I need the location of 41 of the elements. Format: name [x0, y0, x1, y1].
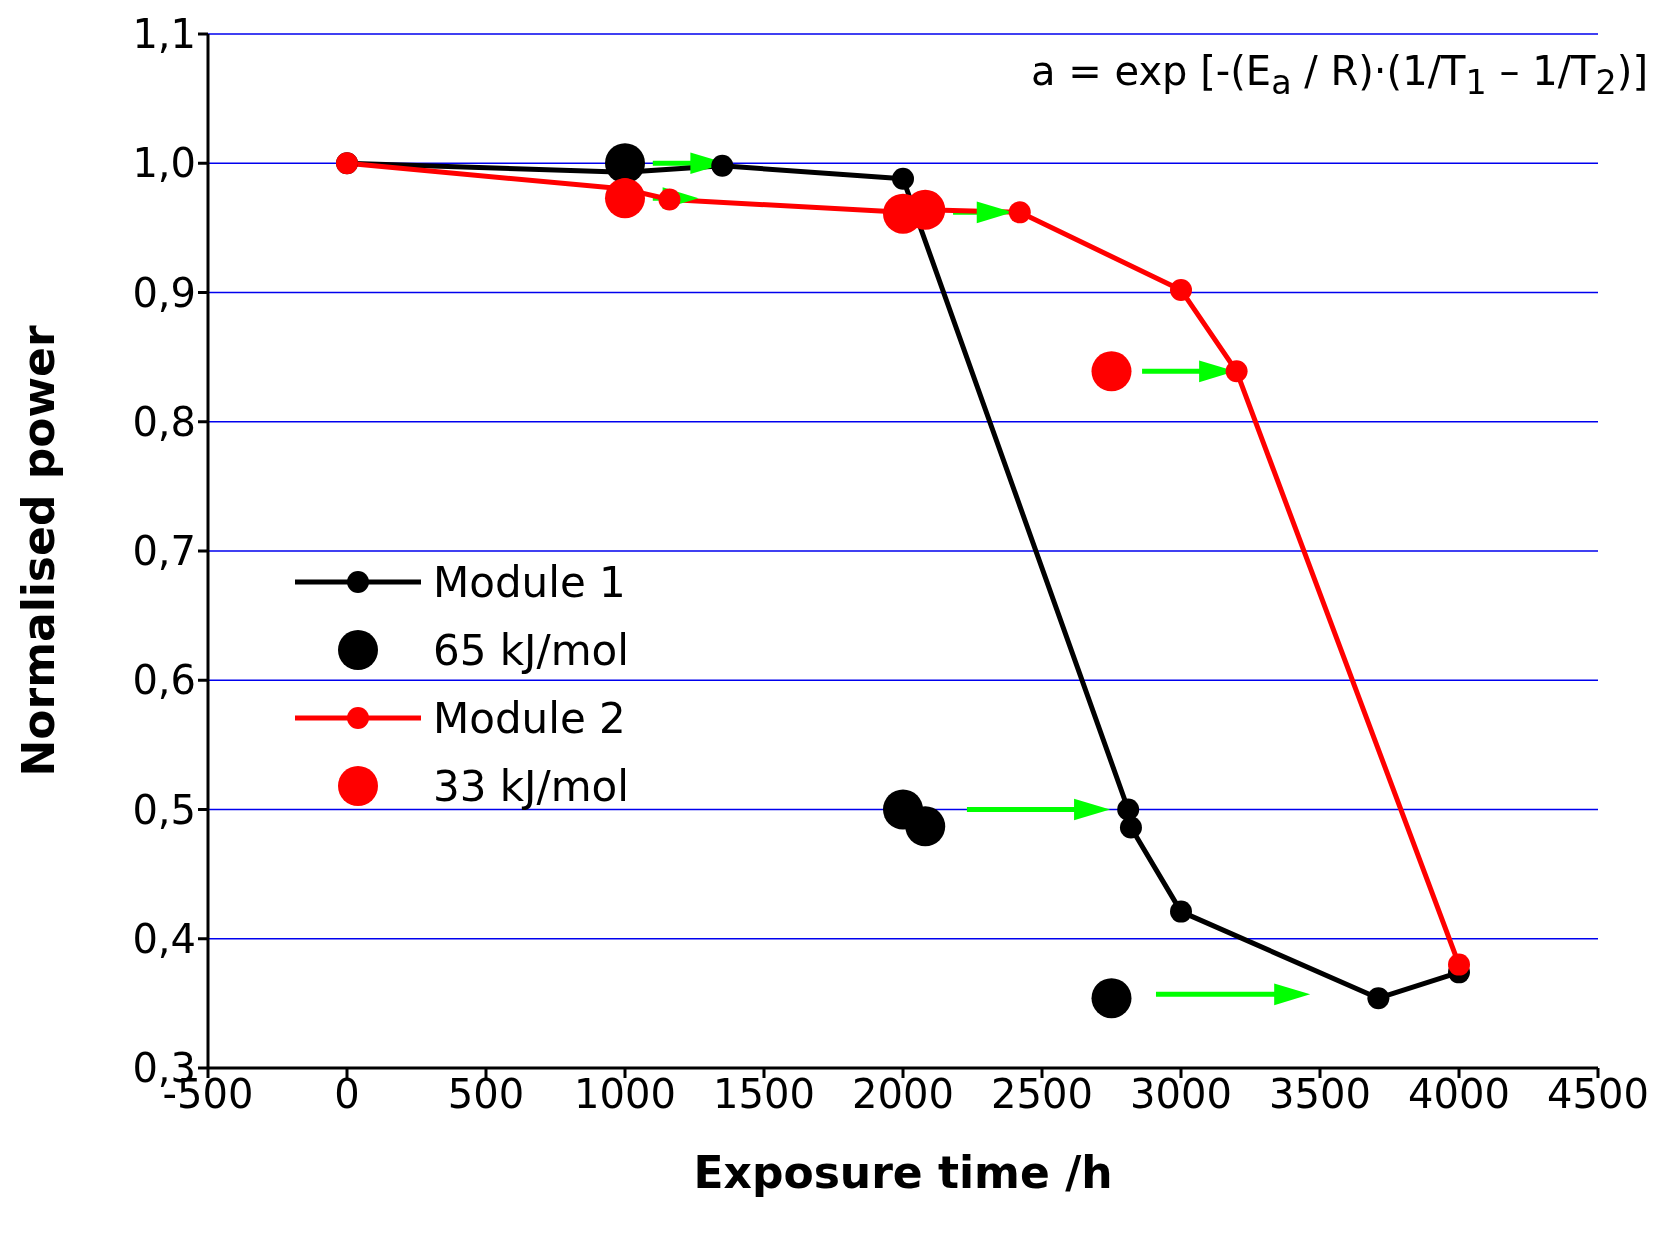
annotation: a = exp [-(E$_{a}$ / R)·(1/T$_{1}$ – 1/T$_{2}$)]	[1031, 48, 1648, 102]
y-tick-label: 1,0	[132, 140, 196, 187]
y-tick-label: 0,7	[132, 528, 196, 575]
legend-label: Module 2	[433, 693, 626, 743]
y-tick-label: 0,6	[132, 657, 196, 704]
x-tick-label: 2000	[852, 1071, 954, 1118]
x-tick-label: 1000	[574, 1071, 676, 1118]
x-tick-label: 500	[447, 1071, 525, 1118]
point	[605, 143, 645, 184]
point	[1367, 987, 1390, 1010]
y-axis-title: Normalised power	[12, 325, 64, 777]
x-axis-title: Exposure time /h	[693, 1147, 1113, 1198]
point	[1008, 201, 1031, 224]
x-tick-label: 3000	[1130, 1071, 1232, 1118]
legend-label: 65 kJ/mol	[433, 625, 629, 675]
legend-label: Module 1	[433, 557, 626, 607]
legend-label: 33 kJ/mol	[433, 761, 629, 811]
point	[1170, 278, 1192, 301]
x-tick-label: 3500	[1269, 1071, 1371, 1118]
point	[1448, 953, 1470, 976]
x-tick-label: 1500	[713, 1071, 815, 1118]
x-tick-label: 4000	[1408, 1071, 1510, 1118]
y-tick-label: 0,8	[132, 398, 196, 445]
point	[905, 806, 946, 847]
point	[658, 188, 681, 211]
point	[1117, 798, 1140, 821]
point	[711, 154, 734, 177]
x-tick-label: 2500	[991, 1071, 1093, 1118]
y-tick-label: 0,4	[132, 915, 196, 962]
point	[1170, 900, 1192, 923]
x-tick-label: 0	[334, 1071, 360, 1118]
point	[1091, 351, 1132, 392]
point	[1119, 816, 1142, 839]
point	[1091, 978, 1132, 1019]
point	[1225, 360, 1248, 383]
y-tick-label: 1,1	[132, 11, 196, 58]
y-tick-label: 0,9	[132, 269, 196, 316]
y-tick-label: 0,5	[132, 786, 196, 833]
x-tick-label: 4500	[1547, 1071, 1649, 1118]
point	[605, 178, 645, 219]
point	[892, 167, 914, 190]
